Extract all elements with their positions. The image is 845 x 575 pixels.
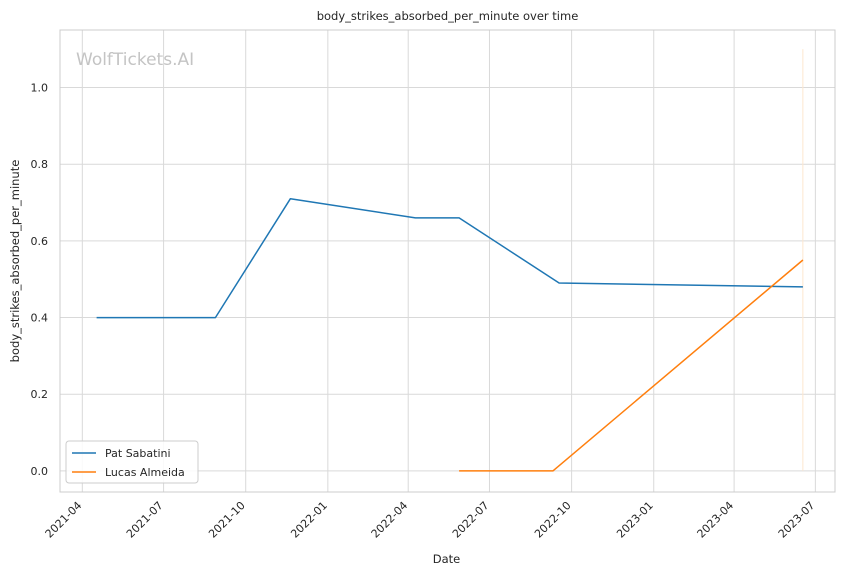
y-axis-title: body_strikes_absorbed_per_minute [8, 160, 22, 363]
series-line-lucas-almeida [459, 259, 804, 472]
legend-box [65, 440, 199, 484]
legend-label: Pat Sabatini [105, 447, 171, 460]
y-tick-label: 0.0 [31, 465, 49, 478]
y-tick-label: 0.2 [31, 388, 49, 401]
plot-frame [59, 29, 836, 493]
y-tick-label: 0.4 [31, 312, 49, 325]
x-axis-title: Date [433, 552, 461, 566]
chart-title: body_strikes_absorbed_per_minute over ti… [317, 9, 579, 23]
y-tick-label: 0.8 [31, 158, 49, 171]
series-layer [96, 49, 804, 472]
y-tick-label: 1.0 [31, 82, 49, 95]
y-tick-label: 0.6 [31, 235, 49, 248]
legend: Pat Sabatini Lucas Almeida [65, 440, 199, 484]
watermark-text: WolfTickets.AI [76, 50, 194, 70]
legend-label: Lucas Almeida [105, 466, 185, 479]
y-tick-labels: 0.0 0.2 0.4 0.6 0.8 1.0 [31, 82, 49, 478]
series-line-pat-sabatini [96, 197, 803, 319]
